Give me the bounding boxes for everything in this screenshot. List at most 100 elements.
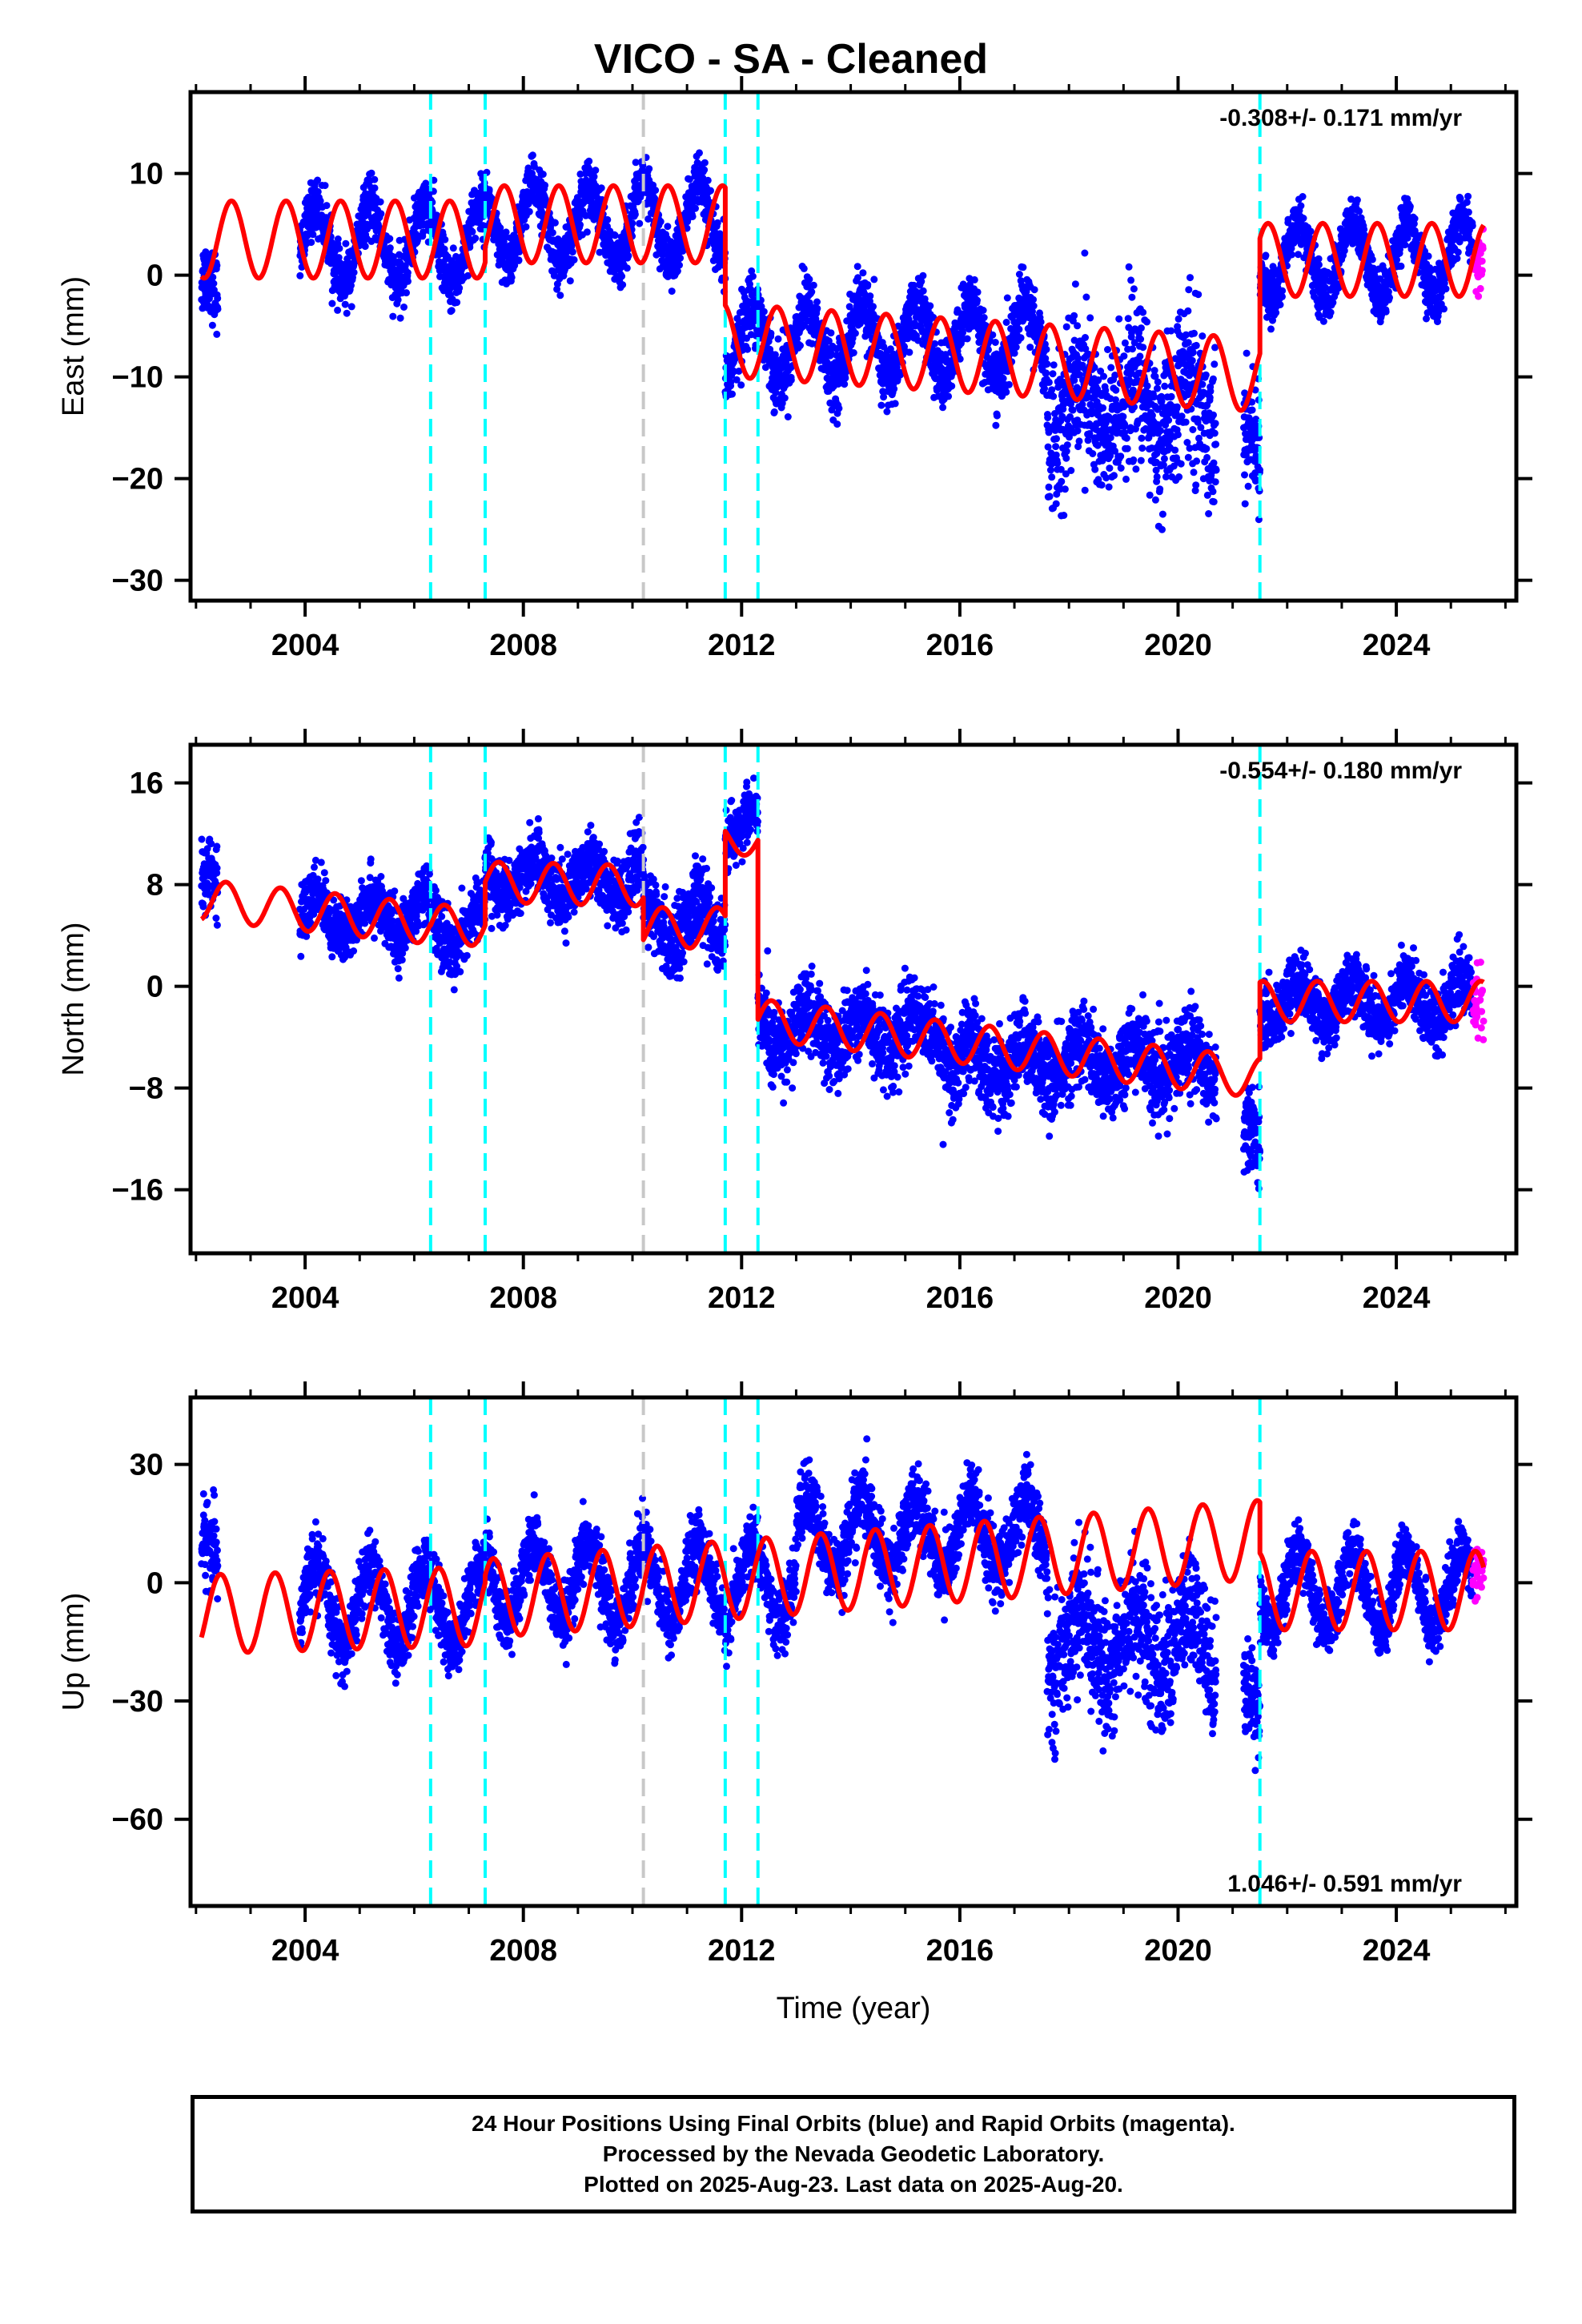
- observed-point: [1184, 307, 1192, 315]
- observed-point: [1174, 315, 1182, 323]
- observed-point: [1137, 336, 1145, 343]
- observed-point: [1327, 308, 1335, 316]
- observed-point: [1276, 301, 1284, 308]
- observed-point: [1206, 393, 1214, 401]
- observed-point: [548, 229, 556, 237]
- observed-point: [1054, 460, 1062, 467]
- observed-point: [919, 271, 927, 279]
- observed-point: [1154, 384, 1161, 392]
- observed-point: [1049, 370, 1057, 378]
- observed-point: [1160, 455, 1168, 463]
- observed-point: [1319, 317, 1327, 325]
- observed-point: [1115, 315, 1123, 323]
- observed-point: [1017, 334, 1025, 342]
- observed-point: [1189, 426, 1197, 433]
- observed-point: [1046, 493, 1054, 501]
- observed-point: [1209, 375, 1217, 383]
- observed-point: [468, 227, 476, 235]
- observed-point: [1122, 434, 1130, 442]
- observed-point: [701, 166, 709, 174]
- observed-point: [556, 292, 564, 300]
- observed-point: [1158, 510, 1166, 518]
- observed-point: [1199, 380, 1207, 388]
- observed-point: [1139, 344, 1147, 352]
- observed-point: [1030, 296, 1037, 304]
- observed-point: [1050, 361, 1058, 369]
- observed-point: [1043, 360, 1051, 368]
- observed-point: [199, 266, 207, 274]
- page-title: VICO - SA - Cleaned: [593, 36, 989, 82]
- observed-point: [1128, 293, 1136, 301]
- observed-point: [1143, 382, 1151, 390]
- observed-point: [1167, 327, 1175, 335]
- observed-point: [770, 408, 778, 416]
- observed-point: [1137, 324, 1145, 332]
- observed-point: [797, 342, 804, 349]
- observed-point: [1189, 348, 1197, 356]
- observed-point: [1044, 414, 1052, 421]
- observed-point: [1307, 227, 1315, 235]
- observed-point: [652, 187, 660, 195]
- observed-point: [1241, 471, 1248, 479]
- observed-point: [1210, 498, 1218, 506]
- observed-point: [1110, 472, 1118, 480]
- observed-point: [539, 171, 547, 179]
- observed-point: [1015, 325, 1023, 333]
- observed-point: [704, 176, 712, 184]
- observed-point: [1138, 434, 1146, 442]
- observed-point: [999, 375, 1007, 383]
- observed-point: [553, 285, 561, 293]
- observed-point: [1195, 291, 1203, 299]
- observed-point: [335, 244, 343, 252]
- observed-point: [1127, 276, 1135, 284]
- plot-area-east: [198, 92, 1487, 601]
- observed-point: [323, 202, 331, 210]
- observed-point: [566, 277, 574, 285]
- observed-point: [1210, 411, 1217, 419]
- observed-point: [866, 292, 874, 300]
- observed-point: [1105, 483, 1113, 491]
- observed-point: [1212, 466, 1220, 474]
- observed-point: [343, 309, 351, 317]
- observed-point: [347, 281, 355, 289]
- observed-point: [1082, 334, 1089, 341]
- observed-point: [869, 303, 877, 311]
- observed-point: [1175, 473, 1183, 480]
- observed-point: [456, 284, 464, 292]
- observed-point: [841, 380, 849, 388]
- observed-point: [1185, 286, 1193, 294]
- observed-point: [809, 281, 817, 289]
- observed-point: [1209, 488, 1217, 496]
- observed-point: [1137, 456, 1145, 464]
- observed-point: [371, 175, 379, 183]
- observed-point: [1205, 510, 1213, 517]
- observed-point: [1112, 386, 1120, 394]
- observed-point: [1130, 285, 1138, 293]
- observed-point: [541, 181, 549, 189]
- observed-point: [1053, 435, 1060, 443]
- observed-point: [877, 401, 885, 409]
- observed-point: [440, 287, 448, 295]
- observed-point: [919, 287, 927, 295]
- observed-point: [583, 228, 591, 236]
- observed-point: [1130, 456, 1138, 464]
- observed-point: [787, 376, 795, 384]
- observed-point: [433, 211, 440, 219]
- observed-point: [1174, 431, 1182, 439]
- observed-point: [1061, 485, 1069, 493]
- observed-point: [851, 329, 859, 337]
- observed-point: [1132, 465, 1140, 473]
- observed-point: [1062, 454, 1070, 462]
- observed-point: [749, 272, 757, 280]
- observed-point: [1158, 525, 1166, 533]
- observed-point: [1211, 429, 1219, 437]
- observed-point: [891, 400, 899, 408]
- observed-point: [980, 314, 988, 321]
- observed-point: [1075, 437, 1083, 445]
- observed-point: [1048, 473, 1056, 481]
- observed-point: [1030, 286, 1038, 294]
- observed-point: [1010, 349, 1018, 357]
- observed-point: [1184, 453, 1192, 461]
- observed-point: [508, 273, 516, 281]
- observed-point: [979, 307, 987, 314]
